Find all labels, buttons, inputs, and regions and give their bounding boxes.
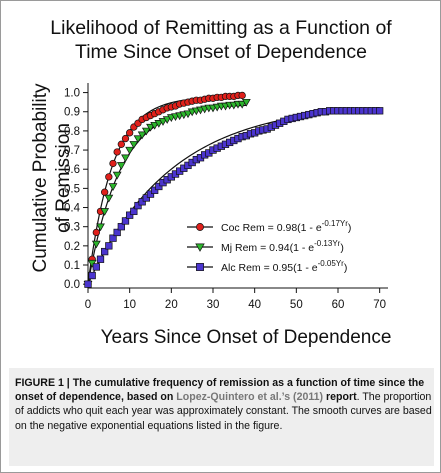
- legend-label-mj: Mj Rem = 0.94(1 - e-0.13Yr): [221, 239, 344, 254]
- data-point-alc: [109, 234, 117, 242]
- data-point-coc: [126, 129, 134, 137]
- data-point-mj: [96, 223, 105, 232]
- data-point-alc: [117, 223, 125, 231]
- caption-reference: Lopez-Quintero et al.’s (2011): [176, 391, 324, 404]
- legend: Coc Rem = 0.98(1 - e-0.17Yr) Mj Rem = 0.9…: [187, 219, 351, 274]
- legend-label-coc: Coc Rem = 0.98(1 - e-0.17Yr): [221, 219, 351, 234]
- x-tick-label: 40: [248, 299, 261, 311]
- chart-title-line2: Time Since Onset of Dependence: [75, 41, 367, 63]
- data-point-mj: [141, 127, 151, 136]
- data-point-alc: [130, 207, 138, 216]
- data-point-alc: [121, 217, 130, 225]
- data-point-alc: [101, 247, 109, 256]
- data-point-alc: [138, 198, 146, 206]
- data-point-mj: [237, 100, 247, 109]
- x-tick-label: 0: [85, 299, 91, 311]
- data-point-coc: [109, 159, 117, 168]
- y-tick-label: 0.3: [64, 222, 80, 234]
- data-point-mj: [146, 123, 155, 132]
- caption-bold-tail: report: [323, 391, 357, 404]
- x-tick-label: 10: [123, 299, 136, 311]
- data-point-alc: [146, 190, 155, 198]
- figure-caption: FIGURE 1 | The cumulative frequency of r…: [15, 376, 433, 433]
- data-point-mj: [241, 98, 251, 107]
- x-tick-label: 20: [165, 299, 178, 311]
- chart: Likelihood of Remitting as a Function of…: [30, 17, 392, 348]
- data-point-alc: [92, 263, 100, 271]
- data-point-coc: [92, 228, 100, 237]
- data-point-mj: [125, 146, 135, 155]
- data-point-coc: [101, 188, 109, 196]
- caption-body: . The proportion of addicts who quit eac…: [15, 391, 432, 432]
- data-point-mj: [91, 240, 101, 249]
- legend-label-alc: Alc Rem = 0.95(1 - e-0.05Yr): [221, 259, 347, 274]
- data-point-alc: [155, 182, 163, 191]
- series-alc: [84, 107, 384, 288]
- y-tick-label: 0.4: [64, 203, 81, 215]
- x-axis-label: Years Since Onset of Dependence: [101, 327, 392, 348]
- y-tick-label: 0.7: [64, 145, 80, 157]
- y-tick-label: 0.6: [64, 164, 80, 176]
- y-tick-label: 0.9: [64, 107, 80, 119]
- data-point-mj: [112, 171, 122, 180]
- caption-lead: FIGURE 1 | The cumulative frequency of r…: [15, 377, 425, 404]
- legend-marker-mj: [195, 243, 205, 252]
- data-point-mj: [108, 183, 118, 191]
- data-point-alc: [376, 107, 384, 115]
- data-point-mj: [158, 118, 168, 126]
- data-point-mj: [104, 194, 114, 203]
- y-tick-label: 0.0: [64, 279, 80, 291]
- data-point-alc: [126, 211, 134, 219]
- data-point-coc: [113, 148, 121, 156]
- data-point-coc: [121, 134, 130, 143]
- data-point-mj: [137, 131, 147, 140]
- data-point-mj: [129, 141, 139, 149]
- data-point-alc: [84, 280, 92, 288]
- x-tick-label: 70: [373, 299, 386, 311]
- data-point-coc: [238, 91, 246, 100]
- data-point-alc: [96, 255, 105, 263]
- data-point-mj: [150, 121, 160, 130]
- data-point-mj: [121, 154, 130, 163]
- y-tick-label: 0.1: [64, 260, 80, 272]
- y-tick-label: 1.0: [64, 88, 80, 100]
- data-point-alc: [88, 271, 96, 280]
- data-point-coc: [105, 173, 113, 181]
- data-point-alc: [134, 201, 142, 210]
- x-tick-label: 30: [207, 299, 220, 311]
- data-point-mj: [100, 208, 110, 216]
- y-tick-label: 0.5: [64, 183, 80, 195]
- legend-marker-alc: [196, 263, 204, 271]
- data-point-mj: [154, 120, 164, 128]
- x-tick-label: 50: [290, 299, 303, 311]
- data-point-mj: [133, 135, 143, 144]
- data-point-alc: [151, 186, 159, 194]
- x-tick-label: 60: [332, 299, 345, 311]
- data-point-alc: [105, 242, 113, 250]
- caption-box: FIGURE 1 | The cumulative frequency of r…: [9, 368, 434, 466]
- data-point-coc: [117, 140, 125, 148]
- plot-area: 0 10 20 30 40 50 60 70 0.0 0.1 0.2 0.3 0.4 0.5 0.6 0.7 0…: [64, 83, 388, 311]
- chart-title-line1: Likelihood of Remitting as a Function of: [50, 17, 392, 39]
- legend-marker-coc: [196, 223, 204, 231]
- data-point-mj: [183, 110, 193, 119]
- y-tick-label: 0.8: [64, 126, 80, 138]
- data-point-mj: [162, 116, 172, 124]
- data-point-alc: [113, 228, 121, 237]
- series-mj: [83, 98, 251, 289]
- y-tick-label: 0.2: [64, 241, 80, 253]
- data-point-mj: [116, 162, 126, 170]
- y-axis-label-line2: of Remission: [53, 123, 74, 233]
- data-point-alc: [142, 194, 150, 202]
- y-axis-label-line1: Cumulative Probability: [30, 83, 51, 273]
